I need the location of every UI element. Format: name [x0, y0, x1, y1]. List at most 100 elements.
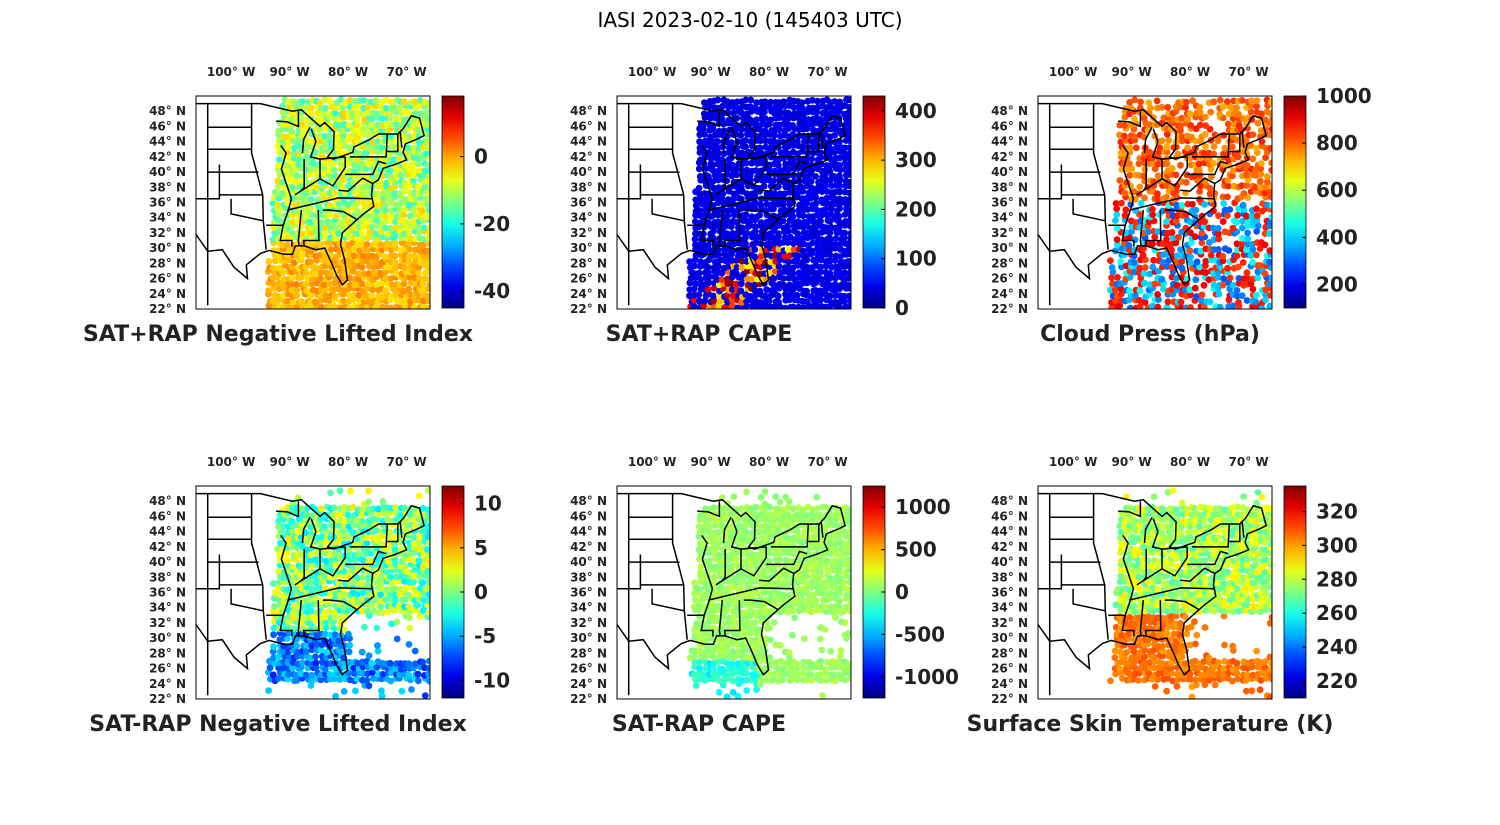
swath-dot [762, 676, 769, 684]
swath-dot [836, 98, 844, 106]
swath-dot [826, 292, 834, 300]
swath-dot [289, 229, 296, 237]
swath-dot [1177, 127, 1184, 134]
swath-dot [746, 116, 754, 124]
swath-dot [785, 649, 793, 656]
swath-dot [358, 580, 366, 588]
swath-dot [410, 534, 418, 541]
boundary-line [820, 131, 824, 148]
swath-dot [1224, 212, 1231, 220]
swath-dot [743, 302, 750, 309]
swath-dot [771, 190, 779, 198]
swath-dot [285, 671, 292, 678]
swath-dot [365, 498, 373, 506]
swath-dot [715, 303, 723, 309]
swath-dot [1219, 103, 1227, 111]
swath-dot [800, 218, 808, 226]
swath-dot [1121, 132, 1128, 140]
swath-dot [383, 97, 390, 104]
swath-dot [794, 230, 802, 238]
swath-dot [775, 670, 783, 678]
swath-dot [426, 657, 430, 665]
swath-dot [368, 224, 376, 231]
lon-tick-label: 80° W [328, 65, 368, 79]
boundary-line [387, 134, 399, 153]
swath-dot [425, 597, 430, 604]
swath-dot [1186, 259, 1194, 266]
swath-dot [426, 264, 430, 271]
lat-tick-label: 24° N [149, 677, 186, 691]
swath-dot [372, 230, 380, 238]
swath-dot [340, 297, 347, 305]
swath-dot [289, 563, 297, 571]
swath-dot [293, 642, 301, 650]
swath-dot [1229, 224, 1237, 232]
lat-tick-label: 28° N [570, 256, 607, 270]
swath-dot [1195, 160, 1203, 168]
swath-dot [1219, 281, 1227, 289]
swath-dot [420, 527, 428, 535]
swath-dot [316, 275, 324, 283]
swath-dot [425, 677, 430, 685]
swath-dot [298, 540, 306, 547]
boundary-line [770, 133, 810, 158]
swath-dot [307, 533, 315, 541]
swath-dot [812, 597, 820, 604]
swath-dot [1219, 218, 1227, 225]
swath-dot [817, 287, 824, 295]
swath-dot [696, 173, 704, 180]
swath-dot [1178, 202, 1186, 209]
swath-dot [847, 125, 851, 133]
lat-tick-label: 28° N [570, 646, 607, 660]
swath-dot [1215, 235, 1223, 243]
swath-dot [387, 304, 395, 309]
swath-dot [298, 120, 306, 128]
swath-dot [421, 692, 429, 699]
swath-dot [354, 121, 361, 129]
swath-dot [1268, 116, 1272, 124]
swath-dot [396, 602, 403, 610]
boundary-line [230, 198, 264, 222]
lat-tick-label: 24° N [570, 287, 607, 301]
swath-dot [767, 116, 775, 124]
swath-dot [790, 246, 798, 253]
swath-dot [360, 97, 368, 104]
swath-dot [326, 202, 334, 209]
swath-dot [391, 546, 399, 554]
swath-dot [1258, 304, 1266, 309]
swath-dot [1177, 122, 1184, 129]
swath-dot [410, 172, 418, 179]
swath-dot [808, 224, 816, 232]
boundary-line [766, 160, 808, 176]
swath-dot [709, 178, 717, 185]
swath-dot [1267, 145, 1272, 152]
swath-dot [846, 160, 851, 168]
swath-dot [420, 224, 428, 232]
swath-dot [692, 682, 700, 689]
swath-dot [738, 149, 746, 157]
swath-dot [284, 618, 292, 626]
swath-dot [1263, 178, 1271, 186]
swath-dot [1252, 298, 1260, 306]
boundary-line [1118, 111, 1142, 128]
colorbar-tick-label: 0 [895, 296, 909, 320]
swath-dot [312, 659, 320, 667]
colorbar-tick-label: 10 [474, 492, 502, 516]
swath-dot [292, 281, 300, 288]
swath-dot [1130, 133, 1138, 141]
swath-dot [391, 239, 399, 247]
swath-dot [302, 671, 310, 679]
swath-dot [372, 97, 380, 105]
swath-dot [369, 579, 377, 587]
swath-dot [803, 287, 810, 295]
swath-dot [847, 229, 851, 237]
swath-dot [841, 619, 849, 627]
boundary-line [287, 197, 373, 211]
swath-dot [695, 165, 703, 173]
swath-dot [312, 270, 320, 278]
swath-dot [1253, 212, 1261, 220]
swath-dot [799, 247, 807, 255]
swath-dot [846, 269, 851, 276]
swath-dot [1253, 228, 1261, 235]
lat-tick-label: 30° N [149, 631, 186, 645]
